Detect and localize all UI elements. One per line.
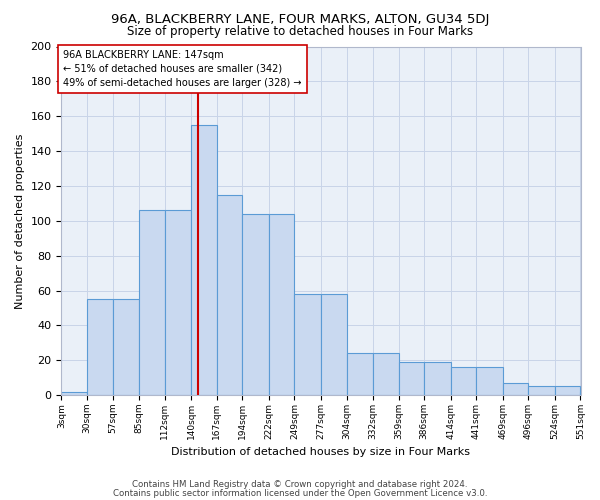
Bar <box>269 214 295 395</box>
Bar <box>113 300 139 395</box>
Bar <box>347 354 373 395</box>
Text: 96A BLACKBERRY LANE: 147sqm
← 51% of detached houses are smaller (342)
49% of se: 96A BLACKBERRY LANE: 147sqm ← 51% of det… <box>63 50 302 88</box>
Bar <box>476 368 503 395</box>
Bar <box>424 362 451 395</box>
X-axis label: Distribution of detached houses by size in Four Marks: Distribution of detached houses by size … <box>172 448 470 458</box>
Bar <box>164 210 191 395</box>
Y-axis label: Number of detached properties: Number of detached properties <box>15 133 25 308</box>
Bar <box>217 194 242 395</box>
Bar <box>398 362 424 395</box>
Bar <box>321 294 347 395</box>
Bar <box>503 383 529 395</box>
Bar <box>580 392 600 395</box>
Bar <box>451 368 476 395</box>
Text: Contains HM Land Registry data © Crown copyright and database right 2024.: Contains HM Land Registry data © Crown c… <box>132 480 468 489</box>
Bar <box>87 300 113 395</box>
Bar <box>529 386 555 395</box>
Text: Size of property relative to detached houses in Four Marks: Size of property relative to detached ho… <box>127 25 473 38</box>
Bar <box>242 214 269 395</box>
Bar <box>555 386 580 395</box>
Bar <box>139 210 164 395</box>
Bar <box>373 354 398 395</box>
Bar <box>295 294 321 395</box>
Bar <box>191 125 217 395</box>
Text: 96A, BLACKBERRY LANE, FOUR MARKS, ALTON, GU34 5DJ: 96A, BLACKBERRY LANE, FOUR MARKS, ALTON,… <box>111 12 489 26</box>
Bar <box>61 392 87 395</box>
Text: Contains public sector information licensed under the Open Government Licence v3: Contains public sector information licen… <box>113 488 487 498</box>
